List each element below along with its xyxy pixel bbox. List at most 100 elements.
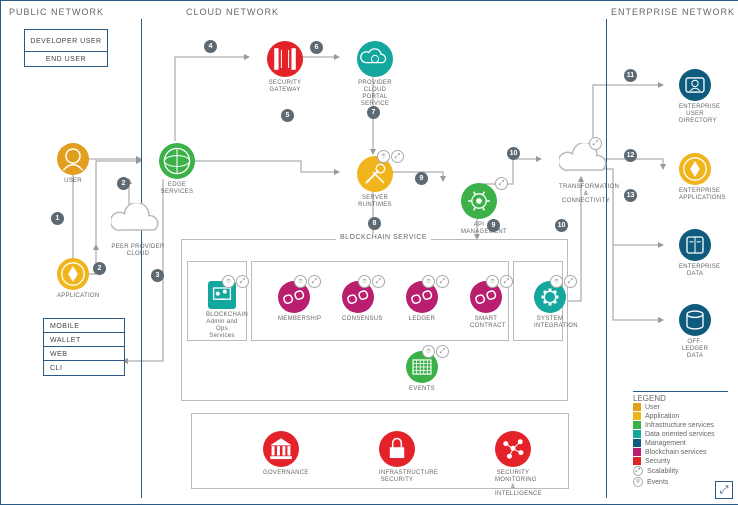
node-events: EVENTS⤢⌾ [406, 351, 438, 393]
bank-icon [263, 431, 299, 467]
edge-number: 8 [368, 217, 381, 230]
edge-number: 12 [624, 149, 637, 162]
legend-swatch [633, 403, 641, 411]
node-label: ENTERPRISE DATA [679, 264, 711, 278]
legend-item: Infrastructure services [633, 421, 715, 429]
edge-number: 2 [117, 177, 130, 190]
legend-swatch [633, 412, 641, 420]
node-peer-cloud: PEER PROVIDER CLOUD [111, 203, 165, 258]
node-ent-data: ENTERPRISE DATA [679, 229, 711, 278]
node-label: EVENTS [406, 386, 438, 393]
node-user: USER [57, 143, 89, 185]
legend-item: Blockchain services [633, 448, 715, 456]
node-portal: PROVIDER CLOUD PORTAL SERVICE [357, 41, 393, 108]
legend-item: Application [633, 412, 715, 420]
node-secmon: SECURITY MONITORING & INTELLIGENCE [495, 431, 531, 498]
event-badge-icon: ⌾ [550, 275, 563, 288]
compass-icon [57, 258, 89, 290]
node-sec-gateway: SECURITY GATEWAY [267, 41, 303, 94]
section-title-enterprise: ENTERPRISE NETWORK [611, 7, 735, 17]
node-label: MEMBERSHIP [278, 316, 310, 323]
scale-badge-icon: ⤢ [391, 150, 404, 163]
scale-badge-icon: ⤢ [372, 275, 385, 288]
edge-number: 2 [93, 262, 106, 275]
edge-number: 7 [367, 106, 380, 119]
user-icon [57, 143, 89, 175]
legend-swatch [633, 439, 641, 447]
node-offledger: OFF-LEDGER DATA [679, 304, 711, 360]
legend: UserApplicationInfrastructure servicesDa… [633, 403, 715, 488]
apigear-icon [461, 183, 497, 219]
node-edge: EDGE SERVICES [159, 143, 195, 196]
legend-swatch: ⤢ [633, 466, 643, 476]
node-label: OFF-LEDGER DATA [679, 339, 711, 360]
edge-number: 5 [281, 109, 294, 122]
legend-swatch [633, 421, 641, 429]
scale-badge-icon: ⤢ [436, 275, 449, 288]
legend-label: Scalability [647, 468, 679, 475]
event-badge-icon: ⌾ [486, 275, 499, 288]
node-label: API MANAGEMENT [461, 222, 497, 236]
edge-number: 6 [310, 41, 323, 54]
node-label: PEER PROVIDER CLOUD [111, 244, 165, 258]
scale-badge-icon: ⤢ [564, 275, 577, 288]
event-badge-icon: ⌾ [222, 275, 235, 288]
event-badge-icon: ⌾ [422, 345, 435, 358]
legend-item: ⌾Events [633, 477, 715, 487]
section-divider [606, 19, 607, 498]
node-ledger: LEDGER⤢⌾ [406, 281, 438, 323]
cloudgear-icon [357, 41, 393, 77]
cloud-icon [111, 203, 165, 241]
event-badge-icon: ⌾ [422, 275, 435, 288]
db-icon [679, 304, 711, 336]
scale-badge-icon: ⤢ [436, 345, 449, 358]
node-runtimes: SERVER RUNTIMES⤢⌾ [357, 156, 393, 209]
legend-item: Management [633, 439, 715, 447]
node-label: SMART CONTRACT [470, 316, 502, 330]
node-label: SERVER RUNTIMES [357, 195, 393, 209]
book-icon [679, 229, 711, 261]
panel-end-user: END USER [24, 51, 108, 67]
legend-label: Events [647, 479, 668, 486]
scale-badge-icon: ⤢ [308, 275, 321, 288]
dir-icon [679, 69, 711, 101]
edge-number: 1 [51, 212, 64, 225]
node-smart: SMART CONTRACT⤢⌾ [470, 281, 502, 330]
event-badge-icon: ⌾ [294, 275, 307, 288]
panel-cli: CLI [43, 360, 125, 376]
cloud-icon [559, 143, 613, 181]
legend-label: Application [645, 413, 679, 420]
edge-number: 10 [555, 219, 568, 232]
node-ent-app: ENTERPRISE APPLICATIONS [679, 153, 711, 202]
lock-icon [379, 431, 415, 467]
legend-label: Management [645, 440, 686, 447]
scale-badge-icon: ⤢ [589, 137, 602, 150]
node-ent-dir: ENTERPRISE USER DIRECTORY [679, 69, 711, 125]
node-label: USER [57, 178, 89, 185]
node-api: API MANAGEMENT⤢ [461, 183, 497, 236]
legend-title: LEGEND [633, 391, 728, 403]
node-label: TRANSFORMATION & CONNECTIVITY [559, 184, 613, 205]
node-label: EDGE SERVICES [159, 182, 195, 196]
legend-item: Security [633, 457, 715, 465]
edge-number: 4 [204, 40, 217, 53]
node-label: BLOCKCHAIN Admin and Ops Services [206, 312, 238, 340]
node-label: APPLICATION [57, 293, 89, 300]
event-badge-icon: ⌾ [358, 275, 371, 288]
node-label: SYSTEM INTEGRATION [534, 316, 566, 330]
legend-label: Security [645, 458, 670, 465]
node-application: APPLICATION [57, 258, 89, 300]
legend-label: Data oriented services [645, 431, 715, 438]
edge-number: 11 [624, 69, 637, 82]
edge-number: 3 [151, 269, 164, 282]
node-transform: TRANSFORMATION & CONNECTIVITY⤢ [559, 143, 613, 205]
node-label: CONSENSUS [342, 316, 374, 323]
legend-label: Blockchain services [645, 449, 706, 456]
network-icon [495, 431, 531, 467]
node-membership: MEMBERSHIP⤢⌾ [278, 281, 310, 323]
expand-icon[interactable]: ⤢ [715, 481, 733, 499]
node-label: ENTERPRISE APPLICATIONS [679, 188, 711, 202]
node-label: LEDGER [406, 316, 438, 323]
scale-badge-icon: ⤢ [236, 275, 249, 288]
globe-icon [159, 143, 195, 179]
